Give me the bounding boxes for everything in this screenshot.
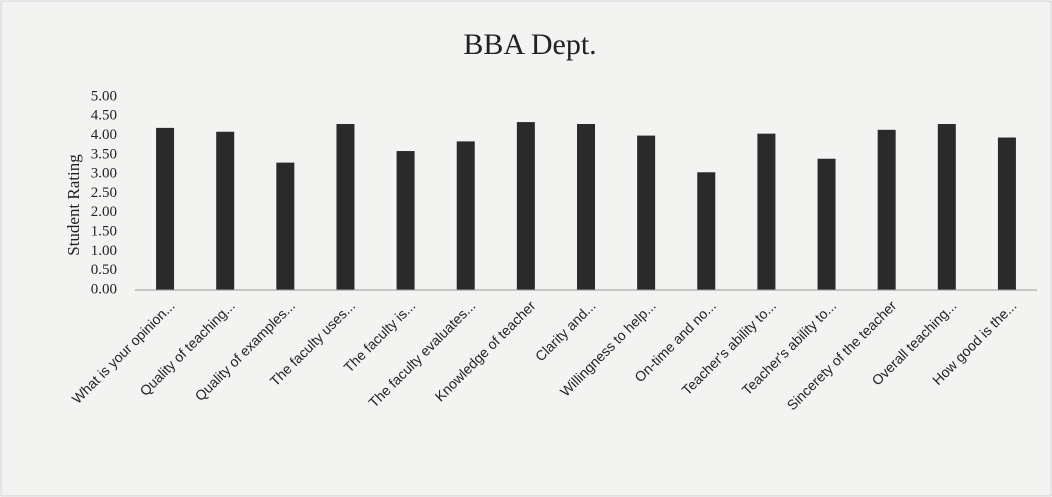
y-tick-label: 5.00 <box>91 88 117 104</box>
bar <box>697 172 716 290</box>
bar <box>216 131 235 290</box>
bar <box>276 162 295 290</box>
y-tick-label: 1.00 <box>91 243 117 259</box>
bar <box>637 135 656 290</box>
chart-title: BBA Dept. <box>463 28 596 61</box>
y-tick-label: 2.50 <box>91 185 117 201</box>
bar <box>396 151 415 290</box>
y-tick-label: 3.00 <box>91 166 117 182</box>
y-tick-label: 4.50 <box>91 108 117 124</box>
bar <box>516 122 535 290</box>
bar <box>156 127 175 290</box>
y-tick-label: 1.50 <box>91 224 117 240</box>
y-tick-label: 2.00 <box>91 204 117 220</box>
bar <box>877 129 896 290</box>
bar <box>817 158 836 290</box>
y-tick-label: 4.00 <box>91 127 117 143</box>
bar <box>997 137 1016 290</box>
bar <box>577 124 595 291</box>
y-tick-label: 0.50 <box>91 262 117 278</box>
y-tick-label: 0.00 <box>91 281 117 297</box>
y-axis-label: Student Rating <box>64 154 83 256</box>
bar <box>757 133 776 290</box>
bar <box>937 124 956 291</box>
y-tick-label: 3.50 <box>91 146 117 162</box>
bar <box>456 141 475 290</box>
bar <box>336 124 355 291</box>
